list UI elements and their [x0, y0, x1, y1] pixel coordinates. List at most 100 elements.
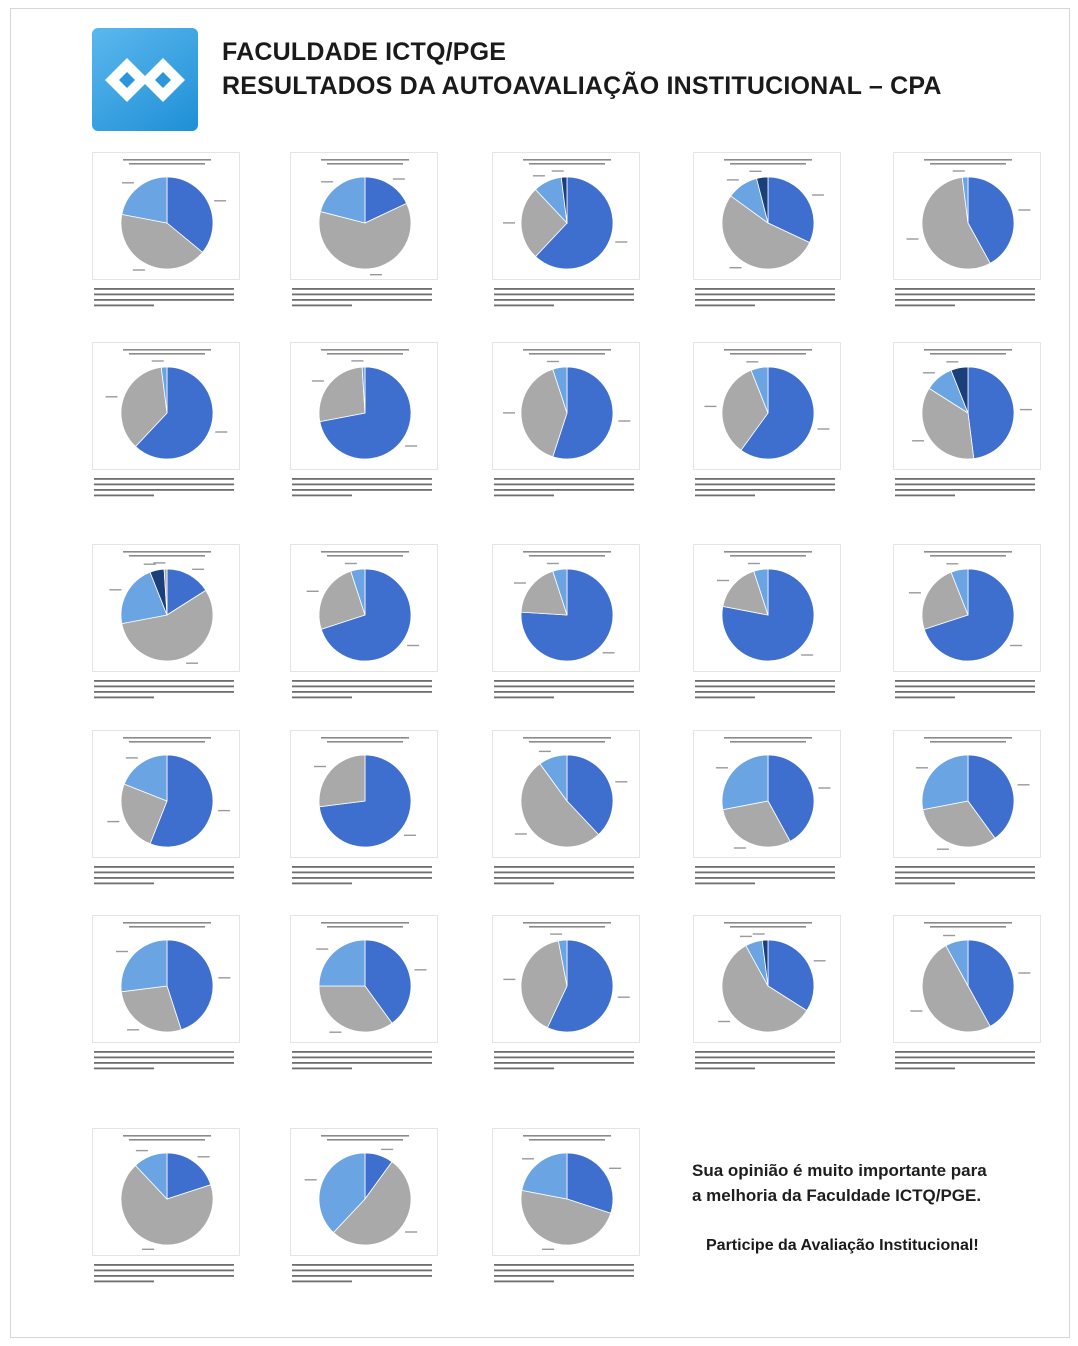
caption-line [494, 1280, 554, 1283]
caption-line [895, 877, 1035, 879]
pie-slice [753, 568, 769, 616]
pie-slice-label-mark [749, 170, 762, 172]
caption-line [695, 293, 835, 296]
pie-chart-frame [290, 730, 438, 858]
caption-line [292, 299, 432, 301]
pie-slice [319, 176, 366, 224]
ictq-logo [92, 28, 198, 131]
caption-line [494, 1269, 634, 1272]
pie-slice-label-mark [392, 178, 405, 180]
caption-line [494, 685, 634, 688]
pie-slice-label-mark [197, 1156, 210, 1158]
caption-line [94, 299, 234, 301]
pie-chart-caption [492, 1262, 640, 1294]
pie-slice [350, 568, 366, 616]
pie-title-line [123, 737, 211, 739]
pie-chart [120, 159, 227, 271]
caption-line [695, 696, 755, 699]
pie-chart-frame [492, 1128, 640, 1256]
caption-line [895, 1051, 1035, 1053]
caption-line [494, 1275, 634, 1277]
caption-lines [94, 680, 234, 699]
caption-lines [292, 478, 432, 497]
pie-chart-frame [92, 152, 240, 280]
pie-slice [922, 800, 996, 848]
caption-lines [94, 288, 234, 307]
caption-line [292, 877, 432, 879]
pie-slice [560, 176, 568, 224]
pie-slice-label-mark [618, 420, 631, 422]
pie-chart-frame [92, 1128, 240, 1256]
pie-slice [767, 176, 815, 244]
pie-chart-card [893, 730, 1041, 900]
pie-slice [967, 939, 1015, 1027]
caption-line [94, 293, 234, 296]
pie-chart [105, 349, 228, 460]
poster-title-institution: FACULDADE ICTQ/PGE [222, 38, 507, 66]
pie-slice [332, 1161, 412, 1246]
pie-slice-label-mark [915, 767, 928, 769]
caption-line [895, 1062, 1035, 1064]
pie-slice [318, 939, 366, 987]
caption-line [695, 871, 835, 874]
pie-slice-label-mark [192, 568, 205, 570]
pie-slice [166, 1152, 212, 1200]
pie-chart-card [290, 915, 438, 1085]
caption-lines [292, 1264, 432, 1283]
pie-slice [120, 1164, 214, 1246]
pie-chart [906, 159, 1031, 270]
pie-chart-caption [290, 864, 438, 896]
pie-slice-label-mark [717, 579, 729, 582]
pie-title-line [129, 926, 205, 928]
pie-chart [910, 922, 1031, 1033]
pie-chart [120, 1135, 214, 1250]
pie-title-line [523, 159, 611, 161]
pie-title-line [123, 551, 211, 553]
pie-slice-label-mark [1017, 784, 1030, 786]
caption-line [895, 494, 955, 497]
pie-slice-label-mark [186, 662, 199, 664]
caption-lines [494, 680, 634, 699]
caption-line [292, 685, 432, 688]
pie-slice-label-mark [811, 194, 824, 196]
poster-title-results: RESULTADOS DA AUTOAVALIAÇÃO INSTITUCIONA… [222, 72, 942, 100]
caption-lines [895, 1051, 1035, 1070]
pie-slice-label-mark [135, 1149, 148, 1152]
pie-chart-caption [492, 1049, 640, 1081]
pie-slice-label-mark [351, 360, 364, 362]
pie-title-line [924, 159, 1012, 161]
caption-line [895, 483, 1035, 486]
pie-slice [534, 176, 614, 270]
pie-slice-label-mark [952, 170, 965, 172]
pie-slice-label-mark [546, 562, 559, 565]
pie-slice [921, 945, 991, 1033]
pie-chart-frame [492, 730, 640, 858]
pie-chart-frame [893, 730, 1041, 858]
pie-chart-card [693, 152, 841, 322]
pie-chart-card [693, 730, 841, 900]
pie-slice-label-mark [609, 1167, 622, 1169]
pie-chart-caption [693, 476, 841, 508]
pie-chart-caption [290, 678, 438, 710]
pie-slice-label-mark [551, 170, 564, 172]
caption-line [292, 1056, 432, 1059]
pie-slice [318, 366, 366, 423]
pie-slice [552, 366, 614, 460]
pie-slice-label-mark [726, 179, 739, 181]
pie-chart-frame [693, 544, 841, 672]
pie-title-line [321, 349, 409, 351]
pie-slice [361, 366, 366, 414]
pie-chart-card [492, 544, 640, 714]
pie-slice [318, 985, 393, 1033]
pie-slice-label-mark [946, 563, 959, 565]
pie-chart-card [492, 730, 640, 900]
pie-chart-frame [492, 342, 640, 470]
caption-line [895, 680, 1035, 682]
pie-title-line [129, 1139, 205, 1141]
pie-slice-label-mark [143, 563, 156, 565]
pie-chart-caption [92, 678, 240, 710]
pie-slice [945, 939, 969, 987]
pie-title-line [123, 1135, 211, 1137]
pie-chart [503, 349, 631, 460]
pie-title-line [327, 353, 403, 355]
